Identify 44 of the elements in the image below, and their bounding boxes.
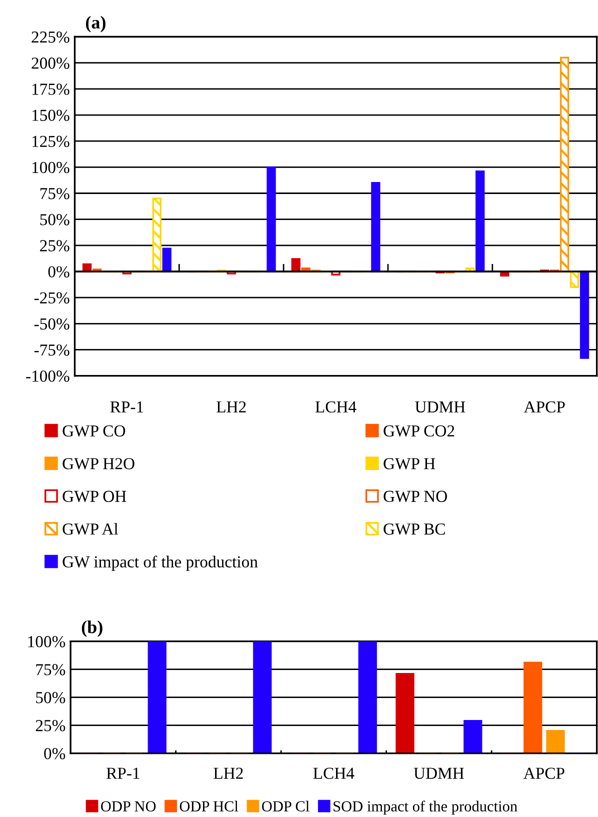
y-tick-label: 0% xyxy=(48,266,70,278)
y-tick-label: 50% xyxy=(40,214,70,226)
y-tick-label: 100% xyxy=(32,162,70,174)
legend-label: GWP OH xyxy=(62,490,126,502)
legend-label: GWP NO xyxy=(384,490,447,502)
y-tick-label: 125% xyxy=(32,136,70,148)
legend-label: ODP NO xyxy=(101,801,156,812)
legend-label: GWP Al xyxy=(62,522,118,535)
legend-label: SOD impact of the production xyxy=(334,800,518,815)
y-tick-label: 25% xyxy=(36,720,66,732)
x-tick-label: LCH4 xyxy=(315,401,356,413)
x-tick-label: LCH4 xyxy=(313,768,354,779)
x-tick-label: LH2 xyxy=(216,401,246,412)
legend-label: GWP BC xyxy=(384,524,445,535)
legend-label: GWP CO2 xyxy=(384,425,454,437)
x-tick-label: UDMH xyxy=(415,401,466,413)
legend-label: GWP H2O xyxy=(62,458,134,470)
x-tick-label: APCP xyxy=(524,768,564,779)
y-tick-label: 150% xyxy=(32,110,70,122)
y-tick-label: 50% xyxy=(36,692,66,704)
legend-label: GWP H xyxy=(384,458,436,470)
y-tick-label: -100% xyxy=(26,370,70,382)
y-tick-label: -75% xyxy=(34,344,70,356)
chart-title: (b) xyxy=(82,620,102,637)
x-tick-label: APCP xyxy=(524,401,565,413)
x-tick-label: RP-1 xyxy=(106,768,140,779)
y-tick-label: 25% xyxy=(40,240,70,252)
legend-label: GW impact of the production xyxy=(62,556,258,571)
legend-label: ODP HCl xyxy=(180,800,238,812)
y-tick-label: 175% xyxy=(32,84,70,95)
x-tick-label: RP-1 xyxy=(110,401,144,412)
y-tick-label: 100% xyxy=(28,636,66,648)
legend-label: GWP CO xyxy=(62,425,126,437)
y-tick-label: -25% xyxy=(34,292,70,304)
y-tick-label: -50% xyxy=(34,318,70,330)
chart-title: (a) xyxy=(86,16,106,32)
x-tick-label: UDMH xyxy=(414,768,464,779)
y-tick-label: 0% xyxy=(44,748,66,760)
y-tick-label: 75% xyxy=(36,664,66,676)
y-tick-label: 200% xyxy=(32,58,70,69)
y-tick-label: 75% xyxy=(40,188,70,200)
y-tick-label: 225% xyxy=(32,31,70,43)
x-tick-label: LH2 xyxy=(214,768,243,779)
legend-label: ODP Cl xyxy=(262,800,310,812)
